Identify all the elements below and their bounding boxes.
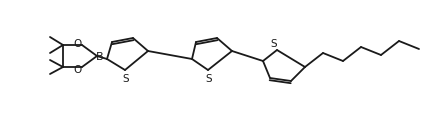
Text: S: S: [271, 39, 277, 49]
Text: S: S: [206, 73, 212, 83]
Text: B: B: [96, 52, 104, 61]
Text: O: O: [74, 39, 82, 49]
Text: S: S: [123, 73, 129, 83]
Text: O: O: [74, 64, 82, 74]
